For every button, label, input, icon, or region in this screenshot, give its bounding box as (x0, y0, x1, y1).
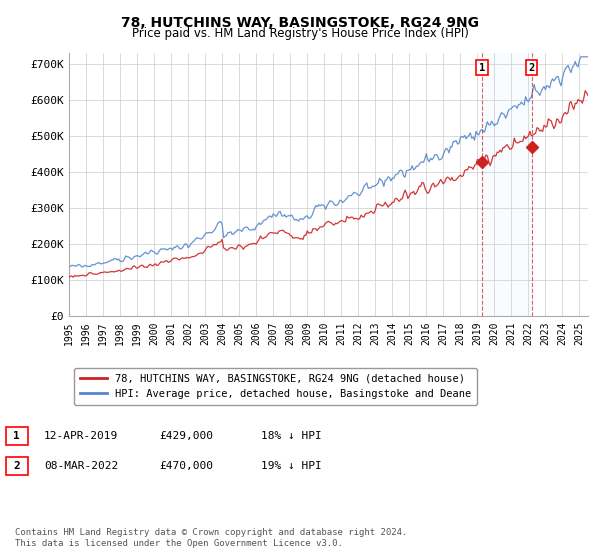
Text: 1: 1 (13, 431, 20, 441)
Text: 08-MAR-2022: 08-MAR-2022 (44, 461, 118, 471)
Text: 19% ↓ HPI: 19% ↓ HPI (261, 461, 322, 471)
Text: 78, HUTCHINS WAY, BASINGSTOKE, RG24 9NG: 78, HUTCHINS WAY, BASINGSTOKE, RG24 9NG (121, 16, 479, 30)
Text: 12-APR-2019: 12-APR-2019 (44, 431, 118, 441)
Bar (482, 53, 532, 316)
Text: £429,000: £429,000 (159, 431, 213, 441)
Text: £470,000: £470,000 (159, 461, 213, 471)
Legend: 78, HUTCHINS WAY, BASINGSTOKE, RG24 9NG (detached house), HPI: Average price, de: 78, HUTCHINS WAY, BASINGSTOKE, RG24 9NG … (74, 368, 478, 405)
Text: 2: 2 (529, 63, 535, 73)
Text: 1: 1 (479, 63, 485, 73)
Text: 18% ↓ HPI: 18% ↓ HPI (261, 431, 322, 441)
Text: Price paid vs. HM Land Registry's House Price Index (HPI): Price paid vs. HM Land Registry's House … (131, 27, 469, 40)
Text: Contains HM Land Registry data © Crown copyright and database right 2024.
This d: Contains HM Land Registry data © Crown c… (15, 528, 407, 548)
Text: 2: 2 (13, 461, 20, 471)
